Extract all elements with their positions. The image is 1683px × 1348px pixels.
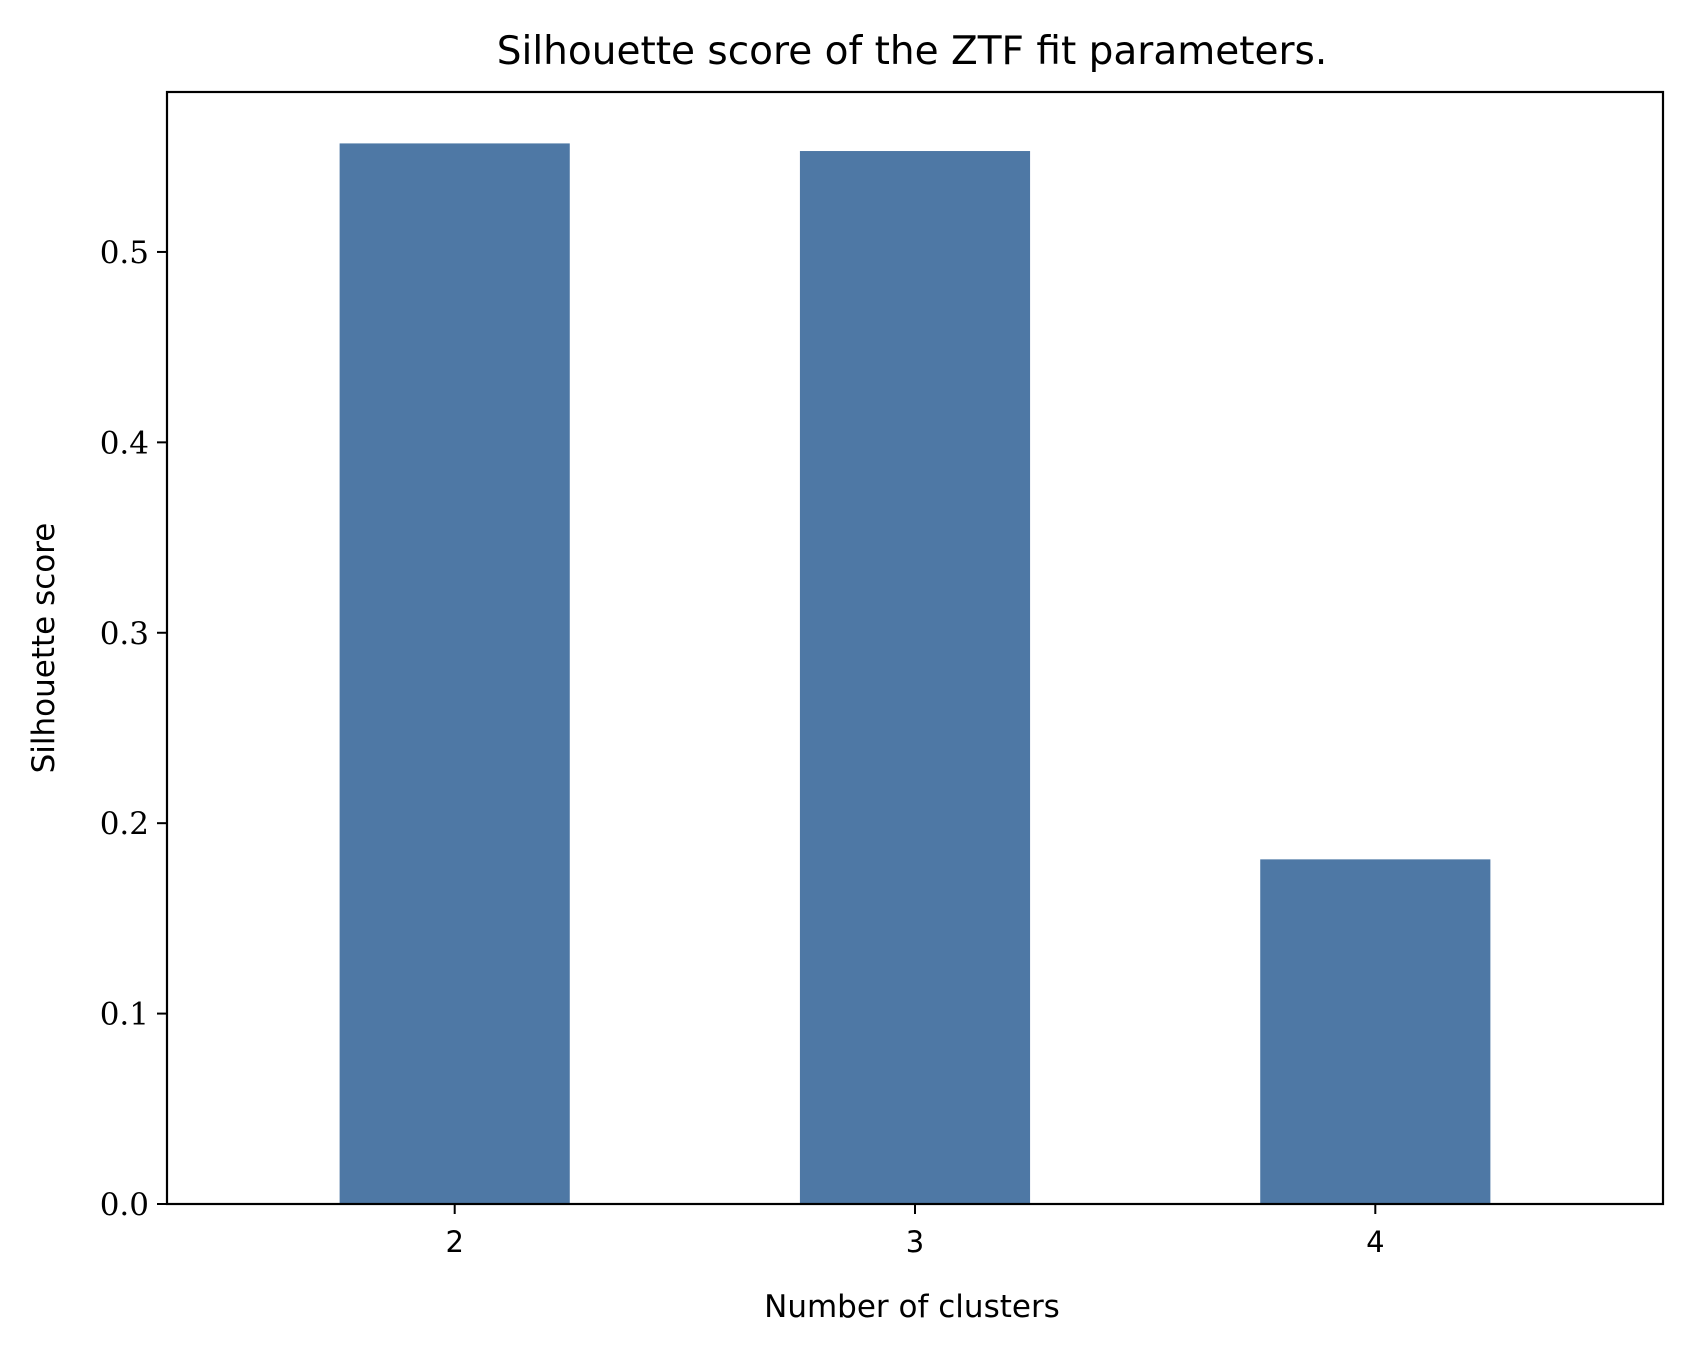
y-tick-label-0.2: 0.2 bbox=[100, 806, 149, 842]
bar-4 bbox=[1260, 859, 1491, 1204]
y-axis-label: Silhouette score bbox=[26, 523, 62, 774]
y-axis-ticks: 0.0 0.1 0.2 0.3 0.4 0.5 bbox=[100, 235, 167, 1223]
x-tick-label-3: 3 bbox=[906, 1225, 924, 1259]
y-tick-label-0.0: 0.0 bbox=[100, 1187, 149, 1223]
x-axis-ticks: 2 3 4 bbox=[445, 1204, 1385, 1259]
y-tick-label-0.4: 0.4 bbox=[100, 425, 149, 461]
x-tick-label-4: 4 bbox=[1366, 1225, 1384, 1259]
x-tick-label-2: 2 bbox=[445, 1225, 463, 1259]
bar-2 bbox=[339, 143, 570, 1204]
y-tick-label-0.5: 0.5 bbox=[100, 235, 149, 271]
bars-group bbox=[339, 143, 1491, 1205]
x-axis-label: Number of clusters bbox=[764, 1289, 1060, 1325]
chart-title: Silhouette score of the ZTF fit paramete… bbox=[497, 29, 1328, 74]
bar-3 bbox=[799, 151, 1031, 1205]
y-tick-label-0.1: 0.1 bbox=[100, 997, 149, 1033]
y-tick-label-0.3: 0.3 bbox=[100, 616, 149, 652]
